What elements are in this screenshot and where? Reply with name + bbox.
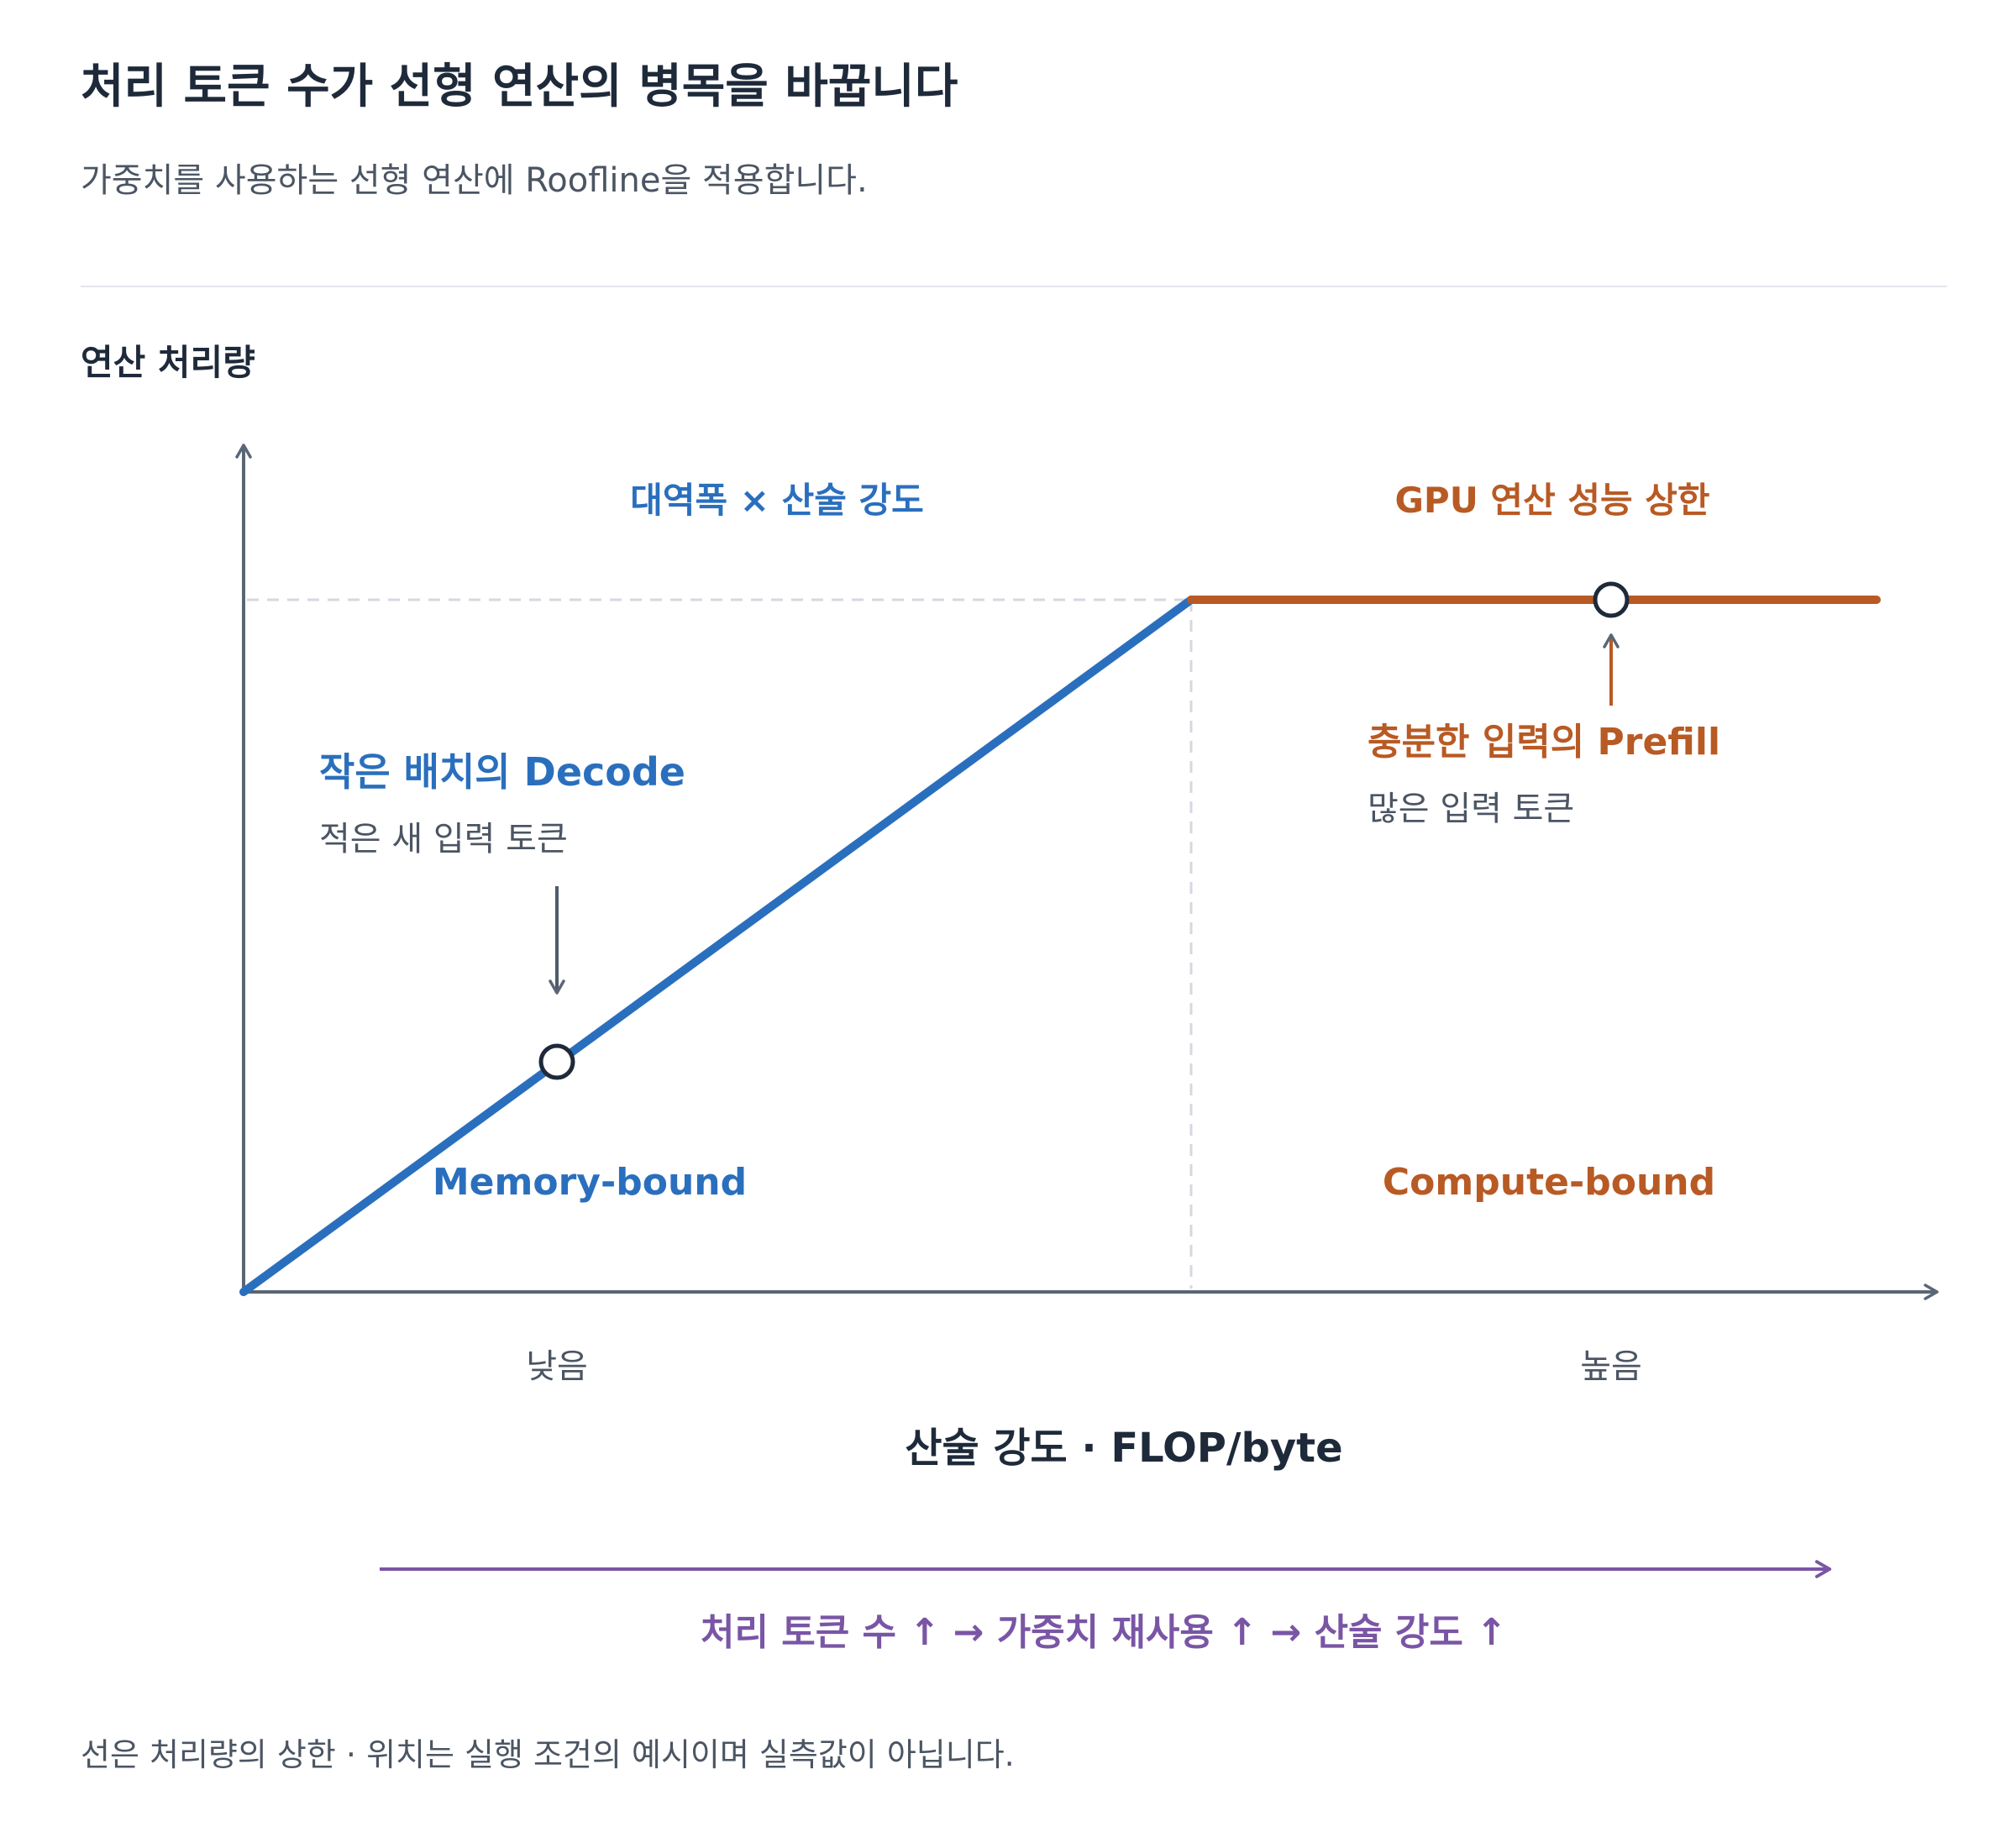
header-divider xyxy=(81,286,1947,287)
page-title: 처리 토큰 수가 선형 연산의 병목을 바꿉니다 xyxy=(81,60,958,114)
prefill-point xyxy=(1593,581,1630,618)
decode-subtitle: 적은 새 입력 토큰 xyxy=(319,820,568,858)
slope-label: 대역폭 × 산술 강도 xyxy=(630,480,924,521)
memory-bound-label: Memory-bound xyxy=(433,1161,747,1204)
y-axis-title: 연산 처리량 xyxy=(81,342,255,383)
flow-text: 처리 토큰 수 ↑ → 가중치 재사용 ↑ → 산술 강도 ↑ xyxy=(701,1611,1507,1654)
page-subtitle: 가중치를 사용하는 선형 연산에 Roofline을 적용합니다. xyxy=(81,161,868,200)
compute-bound-label: Compute-bound xyxy=(1383,1161,1715,1204)
roof-label: GPU 연산 성능 상한 xyxy=(1394,480,1709,521)
prefill-title: 충분한 입력의 Prefill xyxy=(1368,721,1720,764)
x-tick-low: 낮음 xyxy=(526,1347,588,1386)
decode-title: 작은 배치의 Decode xyxy=(319,749,685,795)
memory-bound-slope xyxy=(239,596,1195,1296)
x-axis-title: 산술 강도 · FLOP/byte xyxy=(905,1425,1342,1472)
x-tick-high: 높음 xyxy=(1580,1347,1642,1386)
prefill-subtitle: 많은 입력 토큰 xyxy=(1368,790,1574,828)
footnote: 선은 처리량의 상한 · 위치는 실행 조건의 예시이며 실측값이 아닙니다. xyxy=(81,1736,1015,1773)
decode-point xyxy=(538,1043,575,1080)
